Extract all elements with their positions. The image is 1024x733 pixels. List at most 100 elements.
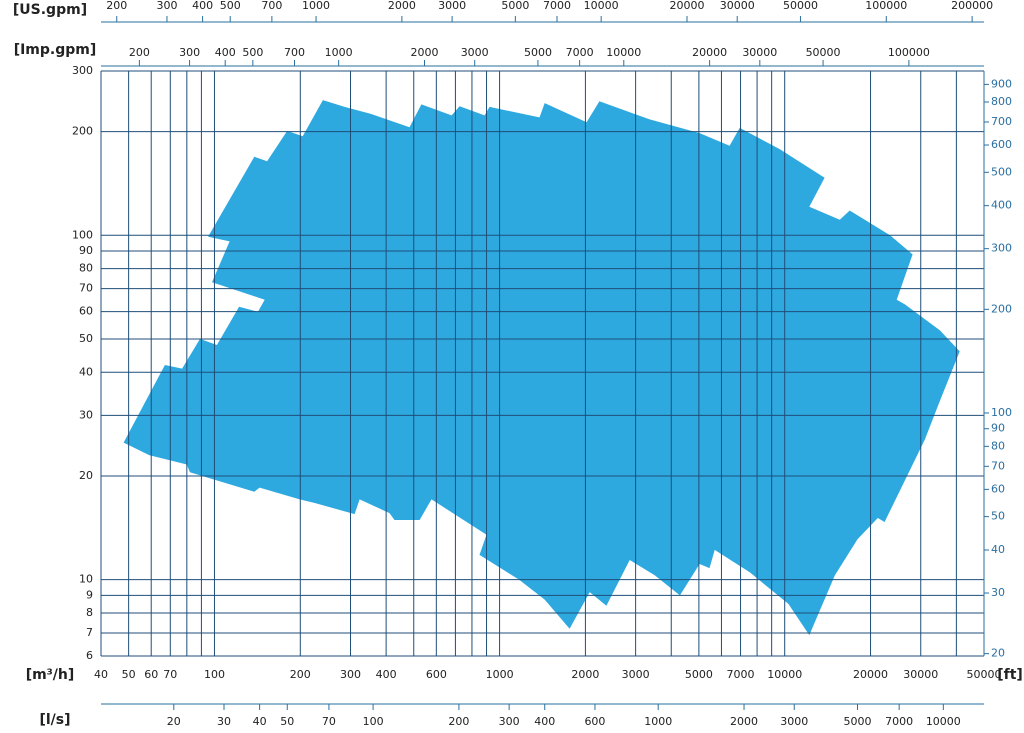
- x-tick-label: 7000: [727, 668, 755, 681]
- secondary-tick-label: 30000: [720, 0, 755, 12]
- secondary-tick-label: 100: [363, 715, 384, 728]
- secondary-axis-label: [Imp.gpm]: [14, 42, 97, 58]
- x-tick-label: 100: [204, 668, 225, 681]
- secondary-tick-label: 200000: [951, 0, 993, 12]
- y2-tick-label: 20: [991, 647, 1005, 660]
- secondary-tick-label: 20000: [692, 46, 727, 59]
- secondary-tick-label: 400: [534, 715, 555, 728]
- secondary-tick-label: 20: [167, 715, 181, 728]
- y-tick-label: 90: [79, 244, 93, 257]
- secondary-tick-label: 50000: [806, 46, 841, 59]
- secondary-tick-label: 2000: [388, 0, 416, 12]
- y-tick-label: 80: [79, 262, 93, 275]
- x-tick-label: 50000: [967, 668, 1002, 681]
- secondary-tick-label: 2000: [410, 46, 438, 59]
- y-tick-label: 100: [72, 228, 93, 241]
- x-tick-label: 70: [163, 668, 177, 681]
- secondary-tick-label: 3000: [438, 0, 466, 12]
- secondary-tick-label: 20000: [669, 0, 704, 12]
- y2-tick-label: 80: [991, 439, 1005, 452]
- y-tick-label: 70: [79, 282, 93, 295]
- x-tick-label: 50: [122, 668, 136, 681]
- secondary-axis-label: [l/s]: [39, 712, 70, 728]
- secondary-tick-label: 30: [217, 715, 231, 728]
- secondary-tick-label: 7000: [543, 0, 571, 12]
- y-tick-label: 20: [79, 469, 93, 482]
- secondary-tick-label: 600: [584, 715, 605, 728]
- y2-tick-label: 70: [991, 459, 1005, 472]
- secondary-tick-label: 500: [220, 0, 241, 12]
- x-tick-label: 2000: [571, 668, 599, 681]
- secondary-tick-label: 7000: [885, 715, 913, 728]
- y2-tick-label: 200: [991, 302, 1012, 315]
- secondary-tick-label: 3000: [780, 715, 808, 728]
- secondary-tick-label: 10000: [606, 46, 641, 59]
- x-tick-label: 1000: [486, 668, 514, 681]
- x-tick-label: 20000: [853, 668, 888, 681]
- secondary-tick-label: 5000: [501, 0, 529, 12]
- y-tick-label: 40: [79, 365, 93, 378]
- x-tick-label: 200: [290, 668, 311, 681]
- secondary-tick-label: 30000: [742, 46, 777, 59]
- secondary-tick-label: 3000: [461, 46, 489, 59]
- secondary-tick-label: 5000: [524, 46, 552, 59]
- secondary-tick-label: 700: [261, 0, 282, 12]
- secondary-tick-label: 1000: [644, 715, 672, 728]
- y-tick-label: 8: [86, 606, 93, 619]
- secondary-tick-label: 7000: [566, 46, 594, 59]
- secondary-tick-label: 1000: [302, 0, 330, 12]
- secondary-tick-label: 10000: [584, 0, 619, 12]
- y-tick-label: 50: [79, 332, 93, 345]
- y2-tick-label: 900: [991, 77, 1012, 90]
- y2-tick-label: 30: [991, 586, 1005, 599]
- y-tick-label: 300: [72, 64, 93, 77]
- secondary-tick-label: 500: [242, 46, 263, 59]
- y-tick-label: 10: [79, 573, 93, 586]
- secondary-tick-label: 300: [156, 0, 177, 12]
- secondary-tick-label: 2000: [730, 715, 758, 728]
- secondary-tick-label: 400: [192, 0, 213, 12]
- secondary-tick-label: 200: [448, 715, 469, 728]
- y-tick-label: 200: [72, 125, 93, 138]
- y-tick-label: 30: [79, 408, 93, 421]
- x-tick-label: 40: [94, 668, 108, 681]
- secondary-tick-label: 700: [284, 46, 305, 59]
- secondary-axis-label: [US.gpm]: [13, 2, 87, 18]
- y2-tick-label: 40: [991, 543, 1005, 556]
- secondary-tick-label: 100000: [865, 0, 907, 12]
- x-tick-label: 5000: [685, 668, 713, 681]
- secondary-tick-label: 400: [215, 46, 236, 59]
- y2-tick-label: 800: [991, 95, 1012, 108]
- x-tick-label: 300: [340, 668, 361, 681]
- y-tick-label: 9: [86, 588, 93, 601]
- secondary-tick-label: 200: [106, 0, 127, 12]
- secondary-tick-label: 300: [179, 46, 200, 59]
- y-tick-label: 6: [86, 649, 93, 662]
- y-tick-label: 7: [86, 626, 93, 639]
- secondary-tick-label: 50: [280, 715, 294, 728]
- secondary-tick-label: 10000: [926, 715, 961, 728]
- x-tick-label: 60: [144, 668, 158, 681]
- x-tick-label: 400: [376, 668, 397, 681]
- y2-tick-label: 600: [991, 138, 1012, 151]
- secondary-tick-label: 5000: [843, 715, 871, 728]
- x-tick-label: 3000: [622, 668, 650, 681]
- y2-tick-label: 300: [991, 242, 1012, 255]
- y2-tick-label: 100: [991, 406, 1012, 419]
- y-tick-label: 60: [79, 305, 93, 318]
- x-tick-label: 600: [426, 668, 447, 681]
- x-axis-label: [m³/h]: [26, 667, 75, 683]
- y2-tick-label: 60: [991, 482, 1005, 495]
- secondary-tick-label: 1000: [325, 46, 353, 59]
- y2-tick-label: 90: [991, 422, 1005, 435]
- range-area: [123, 100, 960, 636]
- y2-tick-label: 400: [991, 199, 1012, 212]
- secondary-tick-label: 50000: [783, 0, 818, 12]
- secondary-tick-label: 200: [129, 46, 150, 59]
- y2-tick-label: 500: [991, 165, 1012, 178]
- secondary-tick-label: 100000: [888, 46, 930, 59]
- secondary-tick-label: 300: [499, 715, 520, 728]
- y2-tick-label: 50: [991, 510, 1005, 523]
- x-tick-label: 30000: [903, 668, 938, 681]
